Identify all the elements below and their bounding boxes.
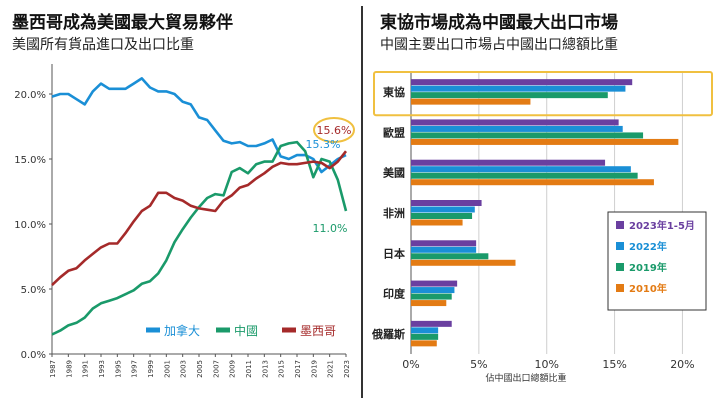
category-label: 歐盟 (383, 125, 405, 139)
x-tick-label: 2019 (310, 360, 318, 378)
bar-4-2 (411, 253, 489, 260)
legend-swatch-1 (616, 242, 624, 250)
series-line-2 (51, 150, 348, 287)
bar-0-0 (411, 79, 633, 86)
x-tick-label: 5% (470, 358, 487, 371)
bar-1-2 (411, 132, 644, 139)
legend-label-3: 2010年 (629, 282, 667, 295)
legend-swatch-3 (616, 284, 624, 292)
left-panel: 墨西哥成為美國最大貿易夥伴 美國所有貨品進口及出口比重 0.0% 5.0% 10.0… (0, 0, 358, 401)
legend-label-2: 2019年 (629, 261, 667, 274)
bar-4-1 (411, 246, 477, 253)
x-tick-label: 2001 (163, 360, 171, 378)
bar-4-3 (411, 259, 516, 266)
x-tick-label: 2011 (245, 360, 253, 378)
category-label: 非洲 (383, 206, 405, 220)
legend-label-1: 2022年 (629, 240, 667, 253)
bar-4-0 (411, 240, 477, 247)
legend-swatch-2 (616, 263, 624, 271)
x-axis-label: 佔中國出口總額比重 (485, 372, 566, 384)
annotation-mexico: 15.6% (317, 124, 352, 137)
bar-5-1 (411, 287, 455, 294)
bar-5-2 (411, 293, 452, 300)
legend-label-0: 2023年1-5月 (629, 219, 695, 232)
x-tick-label: 2003 (180, 360, 188, 378)
bar-2-2 (411, 172, 638, 179)
x-tick-label: 2023 (343, 360, 351, 378)
bar-1-1 (411, 125, 623, 132)
bar-0-2 (411, 92, 608, 99)
bar-0-3 (411, 98, 531, 105)
x-tick-label: 2017 (294, 360, 302, 378)
y-tick-label: 10.0% (14, 220, 46, 231)
x-tick-label: 15% (602, 358, 626, 371)
bar-3-1 (411, 206, 475, 213)
x-tick-label: 10% (534, 358, 558, 371)
category-label: 印度 (383, 287, 406, 301)
annotation-canada: 15.3% (306, 138, 341, 151)
y-tick-label: 5.0% (21, 285, 46, 296)
bar-0-1 (411, 85, 626, 92)
x-tick-label: 2021 (327, 360, 335, 378)
highlight-box (373, 71, 713, 117)
category-label: 美國 (383, 166, 405, 180)
series-line-1 (51, 140, 348, 336)
bar-1-0 (411, 119, 619, 126)
legend-box (607, 211, 707, 311)
legend-label-2: 墨西哥 (300, 324, 336, 338)
category-label: 俄羅斯 (371, 327, 405, 341)
bar-3-2 (411, 213, 473, 219)
bar-5-3 (411, 300, 447, 307)
legend-label-0: 加拿大 (164, 323, 200, 338)
x-tick-label: 2013 (261, 360, 269, 378)
x-tick-label: 1991 (82, 360, 90, 378)
annotation-china: 11.0% (313, 222, 348, 235)
x-tick-label: 1993 (98, 360, 106, 378)
highlight-circle (313, 117, 355, 143)
x-tick-label: 0% (402, 358, 419, 371)
left-chart-subtitle: 美國所有貨品進口及出口比重 (12, 37, 194, 53)
bar-3-3 (411, 219, 463, 226)
right-chart-title: 東協市場成為中國最大出口市場 (380, 13, 618, 33)
legend-swatch-0 (616, 221, 624, 229)
x-tick-label: 2007 (212, 360, 220, 378)
bar-2-3 (411, 179, 654, 186)
x-tick-label: 1997 (131, 360, 139, 378)
bar-6-2 (411, 333, 439, 340)
bar-2-0 (411, 159, 606, 166)
y-tick-label: 15.0% (14, 155, 46, 166)
right-chart-subtitle: 中國主要出口市場占中國出口總額比重 (380, 37, 618, 53)
line-chart: 0.0% 5.0% 10.0% 15.0% 20.0% 1987 1989 1991 1993 1… (14, 64, 355, 378)
category-label: 東協 (383, 85, 405, 99)
x-tick-label: 1989 (65, 360, 73, 378)
x-tick-label: 2005 (196, 360, 204, 378)
x-tick-label: 1987 (49, 360, 57, 378)
x-tick-label: 1999 (147, 360, 155, 378)
x-tick-label: 2015 (278, 360, 286, 378)
left-chart-title: 墨西哥成為美國最大貿易夥伴 (12, 13, 233, 33)
bar-3-0 (411, 200, 482, 206)
y-tick-label: 20.0% (14, 90, 46, 101)
bar-6-0 (411, 320, 452, 327)
panel-divider (361, 6, 363, 398)
category-label: 日本 (383, 246, 405, 260)
bar-5-0 (411, 280, 458, 287)
x-tick-label: 20% (670, 358, 694, 371)
right-panel: 東協市場成為中國最大出口市場 中國主要出口市場占中國出口總額比重 0% 5% 10%… (366, 0, 720, 401)
bar-6-1 (411, 327, 439, 334)
legend-label-1: 中國 (234, 323, 258, 338)
bar-1-3 (411, 138, 679, 145)
x-tick-label: 1995 (114, 360, 122, 378)
bar-6-3 (411, 340, 437, 347)
x-tick-label: 2009 (229, 360, 237, 378)
series-line-0 (51, 77, 347, 174)
bar-2-1 (411, 166, 631, 173)
y-tick-label: 0.0% (21, 350, 46, 361)
